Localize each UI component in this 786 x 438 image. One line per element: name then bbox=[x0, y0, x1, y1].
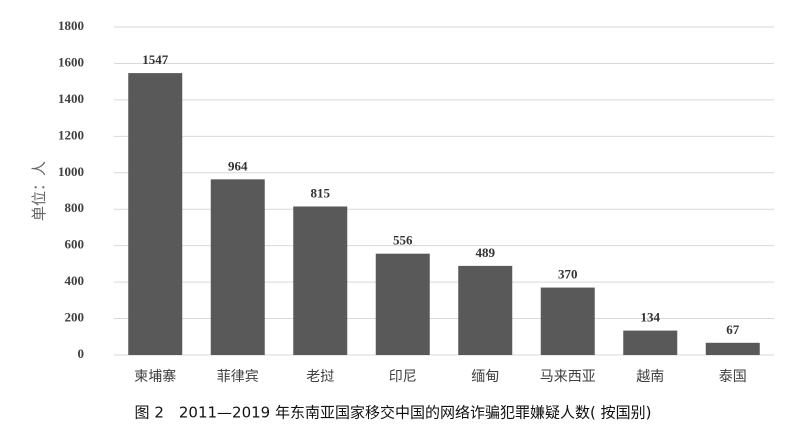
value-label: 1547 bbox=[142, 52, 169, 67]
value-label: 556 bbox=[393, 233, 413, 248]
x-tick-label: 越南 bbox=[636, 369, 664, 385]
bar bbox=[293, 206, 348, 355]
value-label: 489 bbox=[476, 245, 496, 260]
y-axis-label: 单位：人 bbox=[30, 161, 48, 221]
value-label: 964 bbox=[228, 158, 248, 173]
bar bbox=[705, 342, 760, 355]
value-label: 134 bbox=[641, 310, 661, 325]
value-label: 815 bbox=[311, 185, 331, 200]
y-tick-label: 0 bbox=[78, 346, 85, 361]
caption: 图 2 2011—2019 年东南亚国家移交中国的网络诈骗犯罪嫌疑人数( 按国别… bbox=[135, 404, 652, 422]
bar bbox=[210, 179, 265, 355]
bar bbox=[540, 287, 595, 355]
value-label: 67 bbox=[726, 322, 740, 337]
y-tick-label: 1000 bbox=[58, 164, 84, 179]
y-tick-label: 1600 bbox=[58, 54, 84, 69]
y-tick-label: 1800 bbox=[58, 18, 84, 33]
y-tick-label: 800 bbox=[65, 200, 85, 215]
y-tick-label: 1200 bbox=[58, 127, 84, 142]
bar bbox=[375, 253, 430, 355]
value-label: 370 bbox=[558, 267, 578, 282]
bar bbox=[458, 265, 513, 355]
x-tick-label: 缅甸 bbox=[471, 369, 499, 385]
x-tick-label: 马来西亚 bbox=[540, 369, 596, 385]
y-tick-label: 200 bbox=[65, 310, 85, 325]
y-tick-label: 400 bbox=[65, 273, 85, 288]
x-tick-label: 柬埔寨 bbox=[134, 368, 176, 385]
x-tick-label: 老挝 bbox=[306, 369, 334, 385]
y-tick-label: 600 bbox=[65, 237, 85, 252]
bar bbox=[128, 73, 183, 355]
x-tick-label: 菲律宾 bbox=[217, 369, 259, 385]
x-tick-label: 印尼 bbox=[389, 369, 417, 385]
y-tick-label: 1400 bbox=[58, 91, 84, 106]
bar bbox=[623, 330, 678, 355]
x-tick-label: 泰国 bbox=[719, 369, 747, 385]
